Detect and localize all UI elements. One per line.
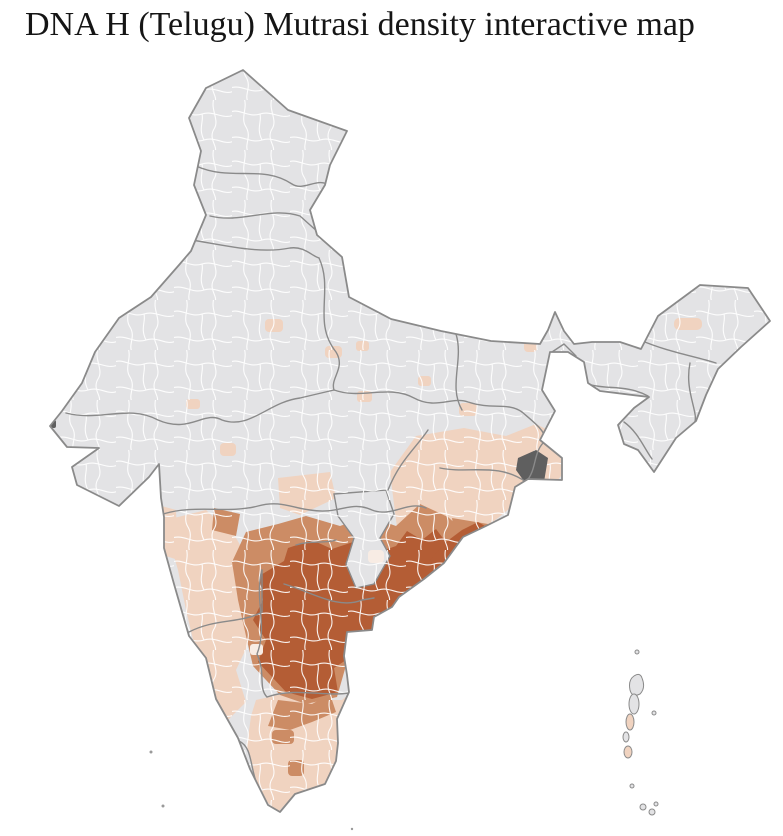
nicobar-island[interactable] <box>623 745 633 759</box>
island[interactable] <box>648 808 656 816</box>
district-borders-mesh <box>50 70 770 812</box>
island[interactable] <box>149 750 153 754</box>
island[interactable] <box>639 803 647 811</box>
south-andaman-island[interactable] <box>625 713 635 731</box>
island[interactable] <box>634 649 640 655</box>
island[interactable] <box>653 801 659 807</box>
india-coastline <box>49 69 771 813</box>
island[interactable] <box>622 731 630 743</box>
north-andaman-island[interactable] <box>629 673 645 696</box>
sundarbans-patch <box>516 450 548 484</box>
page-title: DNA H (Telugu) Mutrasi density interacti… <box>25 6 695 43</box>
island[interactable] <box>350 827 354 831</box>
island[interactable] <box>161 804 165 808</box>
island[interactable] <box>629 783 635 789</box>
andaman-nicobar-islands[interactable] <box>622 649 659 816</box>
middle-andaman-island[interactable] <box>628 693 640 715</box>
lakshadweep-islands[interactable] <box>149 750 354 831</box>
island[interactable] <box>651 710 657 716</box>
